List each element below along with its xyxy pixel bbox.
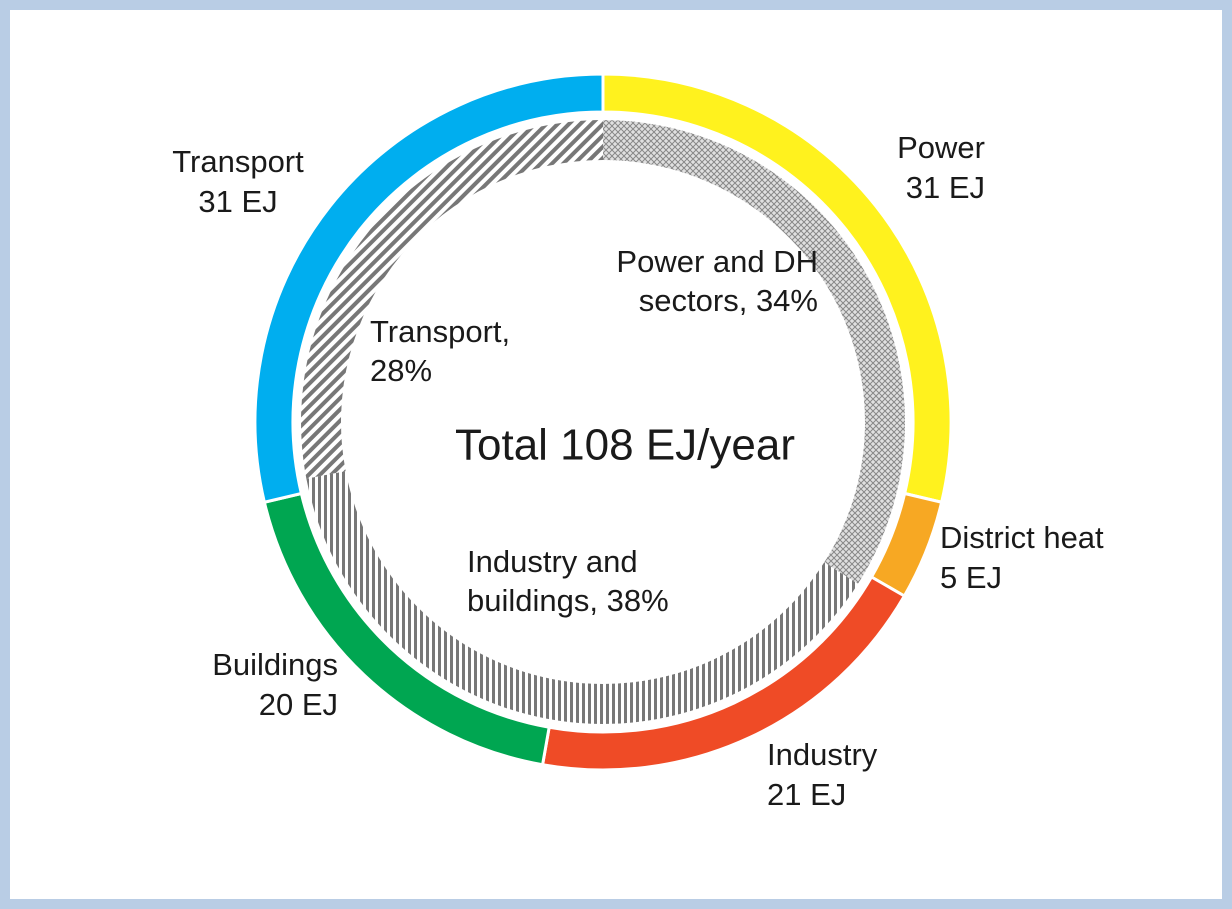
inner-segment — [603, 120, 905, 584]
value-label: 31 EJ — [906, 170, 985, 205]
inner-segment — [301, 120, 603, 479]
segment-label: Buildings — [212, 647, 338, 682]
center-text: Total 108 EJ/year — [455, 421, 795, 470]
segment-label: Power — [897, 130, 985, 165]
segment-label: District heat — [940, 520, 1104, 555]
segment-label: Industry — [767, 737, 878, 772]
outer-segment — [253, 72, 605, 505]
value-label: 21 EJ — [767, 777, 846, 812]
inner-label: Transport, 28% — [370, 314, 510, 388]
value-label: 31 EJ — [198, 184, 277, 219]
inner-label: Industry and buildings, 38% — [467, 544, 669, 618]
inner-segment — [306, 471, 858, 725]
segment-label: Transport — [172, 144, 304, 179]
inner-label: Power and DH sectors, 34% — [616, 244, 818, 318]
value-label: 5 EJ — [940, 560, 1002, 595]
value-label: 20 EJ — [259, 687, 338, 722]
